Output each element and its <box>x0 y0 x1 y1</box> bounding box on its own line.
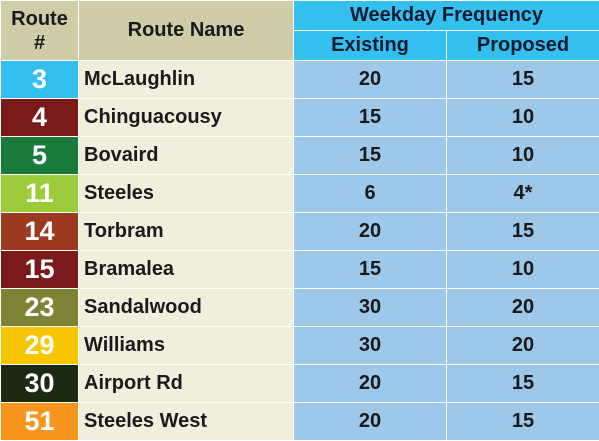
existing-frequency-cell: 6 <box>294 175 447 213</box>
route-name-header: Route Name <box>79 1 294 61</box>
proposed-frequency-cell: 20 <box>447 327 599 365</box>
route-name-cell: Chinguacousy <box>79 99 294 137</box>
route-number-cell: 29 <box>1 327 79 365</box>
table-row: 29 Williams 30 20 <box>1 327 599 365</box>
route-name-cell: McLaughlin <box>79 61 294 99</box>
weekday-frequency-header: Weekday Frequency <box>294 1 599 31</box>
existing-frequency-cell: 20 <box>294 365 447 403</box>
route-name-cell: Steeles <box>79 175 294 213</box>
route-number-cell: 11 <box>1 175 79 213</box>
existing-frequency-cell: 15 <box>294 251 447 289</box>
table-row: 4 Chinguacousy 15 10 <box>1 99 599 137</box>
table-row: 11 Steeles 6 4* <box>1 175 599 213</box>
route-name-cell: Torbram <box>79 213 294 251</box>
proposed-frequency-cell: 10 <box>447 99 599 137</box>
existing-header: Existing <box>294 31 447 61</box>
existing-frequency-cell: 20 <box>294 403 447 441</box>
table-row: 14 Torbram 20 15 <box>1 213 599 251</box>
route-name-cell: Steeles West <box>79 403 294 441</box>
route-name-cell: Bramalea <box>79 251 294 289</box>
table-body: 3 McLaughlin 20 15 4 Chinguacousy 15 10 … <box>1 61 599 441</box>
route-name-cell: Williams <box>79 327 294 365</box>
route-name-cell: Sandalwood <box>79 289 294 327</box>
proposed-frequency-cell: 15 <box>447 365 599 403</box>
proposed-frequency-cell: 15 <box>447 61 599 99</box>
route-number-cell: 4 <box>1 99 79 137</box>
proposed-header: Proposed <box>447 31 599 61</box>
proposed-frequency-cell: 15 <box>447 213 599 251</box>
route-number-cell: 14 <box>1 213 79 251</box>
existing-frequency-cell: 30 <box>294 289 447 327</box>
table-row: 30 Airport Rd 20 15 <box>1 365 599 403</box>
route-number-cell: 5 <box>1 137 79 175</box>
route-number-cell: 30 <box>1 365 79 403</box>
existing-frequency-cell: 30 <box>294 327 447 365</box>
table-row: 15 Bramalea 15 10 <box>1 251 599 289</box>
route-number-cell: 51 <box>1 403 79 441</box>
route-name-cell: Airport Rd <box>79 365 294 403</box>
proposed-frequency-cell: 15 <box>447 403 599 441</box>
table-row: 3 McLaughlin 20 15 <box>1 61 599 99</box>
existing-frequency-cell: 15 <box>294 137 447 175</box>
table-row: 51 Steeles West 20 15 <box>1 403 599 441</box>
table-row: 5 Bovaird 15 10 <box>1 137 599 175</box>
route-number-cell: 15 <box>1 251 79 289</box>
route-name-cell: Bovaird <box>79 137 294 175</box>
route-number-cell: 3 <box>1 61 79 99</box>
route-number-cell: 23 <box>1 289 79 327</box>
existing-frequency-cell: 20 <box>294 213 447 251</box>
route-number-header: Route # <box>1 1 79 61</box>
existing-frequency-cell: 15 <box>294 99 447 137</box>
proposed-frequency-cell: 10 <box>447 251 599 289</box>
proposed-frequency-cell: 10 <box>447 137 599 175</box>
proposed-frequency-cell: 20 <box>447 289 599 327</box>
proposed-frequency-cell: 4* <box>447 175 599 213</box>
existing-frequency-cell: 20 <box>294 61 447 99</box>
table-row: 23 Sandalwood 30 20 <box>1 289 599 327</box>
